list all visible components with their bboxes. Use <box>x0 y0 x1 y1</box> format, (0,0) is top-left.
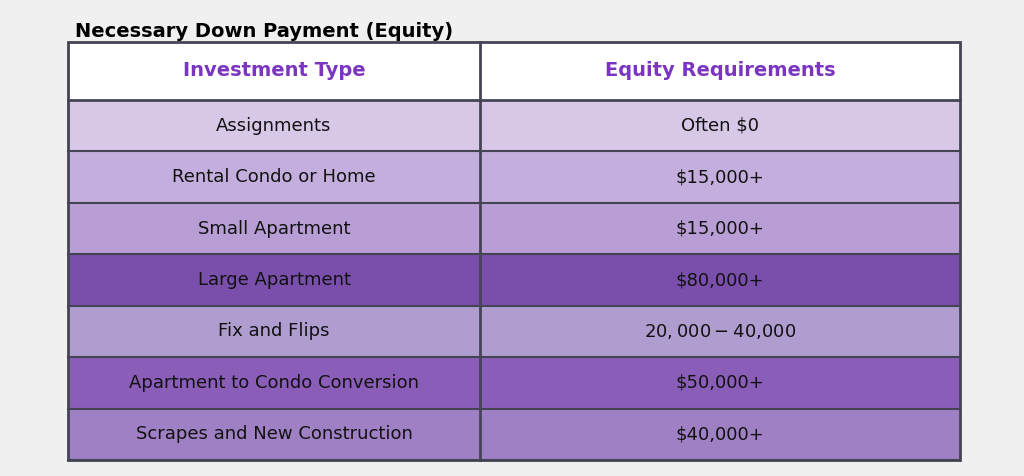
Text: $40,000+: $40,000+ <box>676 425 764 443</box>
Text: Necessary Down Payment (Equity): Necessary Down Payment (Equity) <box>75 22 454 41</box>
Text: Small Apartment: Small Apartment <box>198 219 350 238</box>
Text: Assignments: Assignments <box>216 117 332 135</box>
Bar <box>68 42 961 460</box>
Text: $50,000+: $50,000+ <box>676 374 764 392</box>
Text: $15,000+: $15,000+ <box>676 219 765 238</box>
Text: Apartment to Condo Conversion: Apartment to Condo Conversion <box>129 374 419 392</box>
Text: $20,000-$40,000: $20,000-$40,000 <box>644 322 796 341</box>
Text: Scrapes and New Construction: Scrapes and New Construction <box>135 425 413 443</box>
Bar <box>68 42 961 100</box>
Text: $15,000+: $15,000+ <box>676 168 765 186</box>
Text: Fix and Flips: Fix and Flips <box>218 322 330 340</box>
Bar <box>68 357 961 408</box>
Bar <box>68 306 961 357</box>
Text: Equity Requirements: Equity Requirements <box>605 61 836 80</box>
Text: Rental Condo or Home: Rental Condo or Home <box>172 168 376 186</box>
Bar <box>68 408 961 460</box>
Text: Investment Type: Investment Type <box>182 61 366 80</box>
Bar <box>68 203 961 254</box>
Bar <box>68 100 961 151</box>
Bar <box>68 151 961 203</box>
Text: Large Apartment: Large Apartment <box>198 271 350 289</box>
Text: Often $0: Often $0 <box>681 117 759 135</box>
Bar <box>68 254 961 306</box>
Text: $80,000+: $80,000+ <box>676 271 764 289</box>
